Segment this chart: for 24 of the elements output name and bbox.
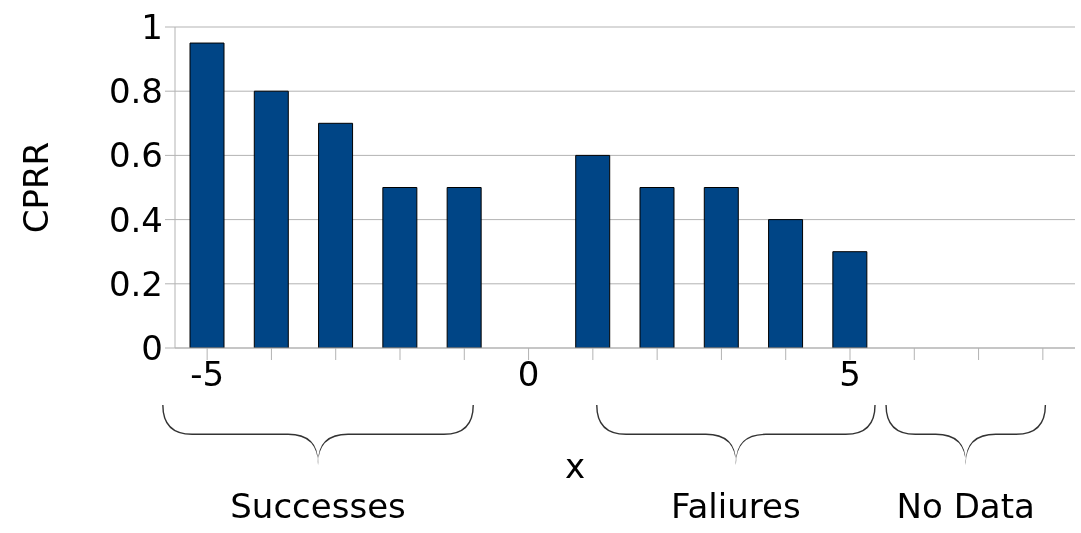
bar — [575, 154, 611, 348]
bar — [382, 187, 418, 348]
bar — [703, 187, 739, 348]
x-tick-label: -5 — [190, 354, 225, 395]
x-tick-label: 5 — [839, 354, 861, 395]
bar — [253, 90, 289, 348]
bar — [318, 122, 354, 348]
bar — [768, 219, 804, 348]
x-axis-title: x — [564, 446, 586, 486]
bar — [639, 187, 675, 348]
y-tick-label: 0.4 — [108, 199, 163, 240]
x-tick-label: 0 — [517, 354, 540, 395]
y-tick-label: 0.2 — [108, 263, 163, 304]
text: Faliures — [671, 486, 801, 526]
y-tick-label: 1 — [141, 7, 163, 48]
y-tick-label: 0 — [141, 328, 163, 369]
y-tick-label: 0.6 — [108, 135, 163, 176]
y-axis-title: CPRR — [16, 141, 56, 234]
bar — [189, 42, 225, 348]
text: No Data — [896, 486, 1035, 526]
bar — [446, 187, 482, 348]
bar — [832, 251, 868, 348]
text: Successes — [230, 486, 406, 526]
y-tick-label: 0.8 — [108, 71, 163, 112]
